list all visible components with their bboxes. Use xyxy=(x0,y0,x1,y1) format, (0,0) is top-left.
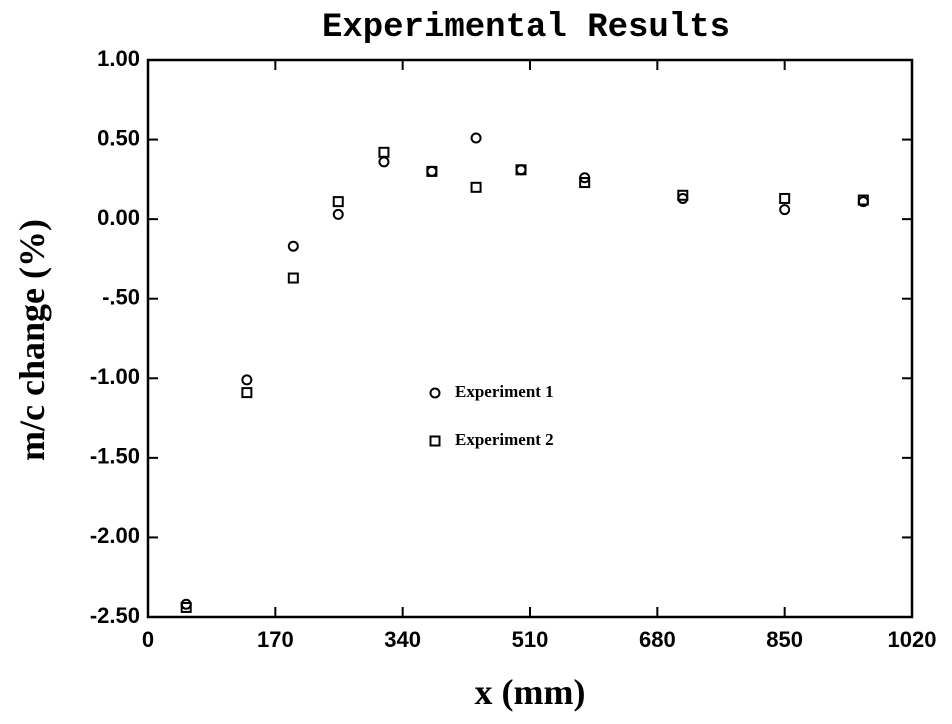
plot-frame xyxy=(146,58,914,619)
legend-marker xyxy=(429,435,441,447)
legend-marker xyxy=(429,387,441,399)
point xyxy=(287,272,299,284)
y-tick-label: -2.50 xyxy=(90,603,140,628)
point xyxy=(241,374,253,386)
y-tick-label: -2.00 xyxy=(90,523,140,548)
point xyxy=(857,194,869,206)
point xyxy=(677,192,689,204)
point xyxy=(779,204,791,216)
point xyxy=(332,196,344,208)
point xyxy=(241,387,253,399)
point xyxy=(677,189,689,201)
x-tick-label: 510 xyxy=(512,627,549,652)
x-tick-label: 170 xyxy=(257,627,294,652)
point xyxy=(426,165,438,177)
y-tick-label: -.50 xyxy=(102,285,140,310)
x-tick-label: 850 xyxy=(766,627,803,652)
legend-label: Experiment 1 xyxy=(455,382,554,401)
legend-label: Experiment 2 xyxy=(455,430,554,449)
y-tick-label: 1.00 xyxy=(97,46,140,71)
x-axis-label: x (mm) xyxy=(475,672,586,712)
x-tick-label: 340 xyxy=(384,627,421,652)
point xyxy=(515,164,527,176)
point xyxy=(779,192,791,204)
y-axis-label: m/c change (%) xyxy=(12,219,52,461)
y-tick-label: -1.00 xyxy=(90,364,140,389)
x-tick-label: 680 xyxy=(639,627,676,652)
point xyxy=(180,598,192,610)
point xyxy=(287,240,299,252)
point xyxy=(378,156,390,168)
point xyxy=(426,165,438,177)
point xyxy=(515,164,527,176)
x-tick-label: 0 xyxy=(142,627,154,652)
point xyxy=(470,181,482,193)
point xyxy=(470,132,482,144)
y-tick-label: 0.50 xyxy=(97,125,140,150)
x-tick-label: 1020 xyxy=(888,627,937,652)
y-tick-label: 0.00 xyxy=(97,205,140,230)
point xyxy=(180,601,192,613)
point xyxy=(378,146,390,158)
y-tick-label: -1.50 xyxy=(90,444,140,469)
point xyxy=(332,208,344,220)
point xyxy=(579,177,591,189)
chart-title: Experimental Results xyxy=(322,9,730,47)
